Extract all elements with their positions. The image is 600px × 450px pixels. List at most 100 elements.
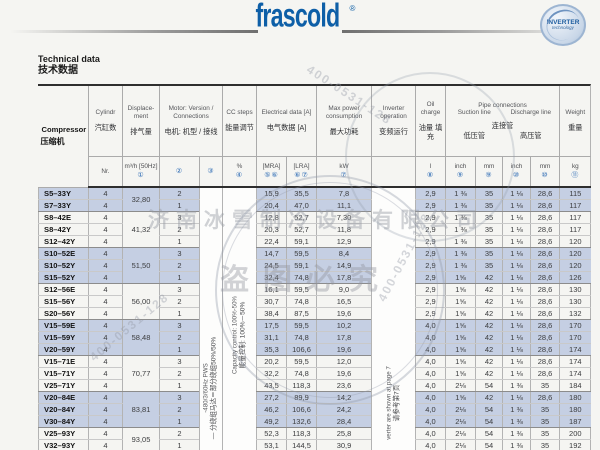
discharge-mm-cell: 28,6 (530, 247, 560, 261)
badge-title: INVERTER (546, 18, 580, 26)
motor-version-cell: 1 (159, 235, 200, 249)
cylinders-cell: 4 (88, 211, 123, 225)
discharge-mm-cell: 28,6 (530, 187, 560, 200)
cylinders-cell: 4 (88, 187, 123, 200)
table-row: S15–56Y 4 2 30,7 74,8 16,5 2,9 1⅝ 42 1 ⅛ 28,6 130 (38, 295, 591, 309)
table-row: S12–56E 4 56,00 3 16,1 59,5 9,0 2,9 1⅝ 42 1 ⅛ 28,6 1… (38, 283, 591, 321)
mra-cell: 35,3 (256, 343, 287, 357)
lra-cell: 47,0 (285, 199, 317, 213)
model-cell: S15–56Y (38, 295, 89, 309)
discharge-mm-cell: 28,6 (530, 355, 560, 369)
discharge-inch-cell: 1 ⅛ (502, 319, 531, 333)
suction-inch-cell: 1 ⅜ (445, 235, 476, 249)
unit-discharge-inch: inch ⑩ (502, 156, 531, 188)
inverter-technology-badge: INVERTER technology (540, 4, 586, 46)
lra-cell: 74,8 (285, 295, 317, 309)
lra-cell: 59,5 (285, 283, 317, 297)
model-cell: S12–56E (38, 283, 89, 297)
oil-charge-cell: 2,9 (415, 271, 446, 285)
suction-inch-cell: 1⅝ (445, 271, 476, 285)
suction-inch-cell: 1 ⅜ (445, 247, 476, 261)
discharge-mm-cell: 28,6 (530, 319, 560, 333)
max-power-cell: 7,8 (316, 187, 372, 200)
unit-cc-steps: % ④ (222, 156, 257, 188)
oil-charge-cell: 4,0 (415, 391, 446, 405)
suction-inch-cell: 1⅝ (445, 355, 476, 369)
mra-cell: 22,4 (256, 235, 287, 249)
discharge-inch-cell: 1 ⅛ (502, 307, 531, 321)
table-row: S20–56Y 4 1 38,4 87,5 19,6 2,9 1⅝ 42 1 ⅛ 28,6 132 (38, 307, 591, 321)
discharge-mm-cell: 28,6 (530, 235, 560, 249)
discharge-mm-cell: 28,6 (530, 391, 560, 405)
lra-cell: 74,8 (285, 271, 317, 285)
discharge-mm-cell: 28,6 (530, 271, 560, 285)
discharge-mm-cell: 35 (530, 439, 560, 450)
cylinders-cell: 4 (88, 199, 123, 213)
discharge-mm-cell: 35 (530, 415, 560, 429)
table-row: V20–59Y 4 1 35,3 106,6 19,6 4,0 1⅝ 42 1 ⅛ 28,6 174 (38, 343, 591, 357)
max-power-cell: 19,6 (316, 367, 372, 381)
discharge-inch-cell: 1 ⅜ (502, 439, 531, 450)
table-row: V25–71Y 4 1 43,5 118,3 23,6 4,0 2⅛ 54 1 ⅜ 35 184 (38, 379, 591, 393)
mra-cell: 30,7 (256, 295, 287, 309)
motor-version-cell: 2 (159, 403, 200, 417)
weight-cell: 192 (559, 439, 591, 450)
discharge-mm-cell: 28,6 (530, 223, 560, 237)
oil-charge-cell: 2,9 (415, 259, 446, 273)
max-power-cell: 11,8 (316, 223, 372, 237)
discharge-inch-cell: 1 ⅜ (502, 427, 531, 441)
suction-mm-cell: 42 (475, 295, 503, 309)
lra-cell: 59,1 (285, 235, 317, 249)
model-cell: S8–42Y (38, 223, 89, 237)
table-row: V15–59Y 4 2 31,1 74,8 17,8 4,0 1⅝ 42 1 ⅛ 28,6 170 (38, 331, 591, 345)
oil-charge-cell: 2,9 (415, 199, 446, 213)
discharge-inch-cell: 1 ⅛ (502, 211, 531, 225)
lra-cell: 106,6 (285, 403, 317, 417)
unit-lra: [LRA] ⑥⑦ (285, 156, 317, 188)
inverter-note-annotation: verter are shown at page 7 请参考第7页 (371, 187, 416, 450)
oil-charge-cell: 4,0 (415, 331, 446, 345)
lra-cell: 52,7 (285, 223, 317, 237)
mra-cell: 20,4 (256, 199, 287, 213)
header-motor: Motor: Version / Connections 电机: 机型 / 接线 (159, 86, 223, 157)
mra-cell: 14,7 (256, 247, 287, 261)
suction-inch-cell: 1 ⅜ (445, 199, 476, 213)
oil-charge-cell: 4,0 (415, 439, 446, 450)
motor-version-cell: 3 (159, 283, 200, 297)
suction-inch-cell: 1⅝ (445, 295, 476, 309)
table-row: S8–42E 4 41,32 3 12,8 52,7 7,30 2,9 1 ⅜ 35 1 ⅛ 28,6… (38, 211, 591, 249)
discharge-inch-cell: 1 ⅛ (502, 235, 531, 249)
discharge-mm-cell: 28,6 (530, 331, 560, 345)
motor-version-cell: 1 (159, 379, 200, 393)
oil-charge-cell: 4,0 (415, 379, 446, 393)
table-row: S8–42Y 4 2 20,3 52,7 11,8 2,9 1 ⅜ 35 1 ⅛ 28,6 117 (38, 223, 591, 237)
unit-cylinders: Nr. (88, 156, 123, 188)
suction-mm-cell: 54 (475, 415, 503, 429)
capacity-control-annotation: Capacity control: 100%-50% 能量控制: 100%－50% (222, 187, 257, 450)
suction-inch-cell: 1 ⅜ (445, 259, 476, 273)
mra-cell: 20,2 (256, 355, 287, 369)
cylinders-cell: 4 (88, 247, 123, 261)
cylinders-cell: 4 (88, 391, 123, 405)
motor-version-cell: 2 (159, 259, 200, 273)
header-oil-charge: Oil charge 油量 填充 (415, 86, 446, 157)
header-displacement: Displace- ment 排气量 (122, 86, 160, 157)
mra-cell: 16,1 (256, 283, 287, 297)
technical-data-table: Compressor 压缩机 Cylindr 汽缸数 Displace- men… (38, 84, 591, 450)
displacement-cell: 93,05 (122, 427, 160, 450)
cylinders-cell: 4 (88, 343, 123, 357)
header-max-power: Max power consumption 最大功耗 (316, 86, 372, 157)
suction-inch-cell: 2⅛ (445, 403, 476, 417)
mra-cell: 52,3 (256, 427, 287, 441)
weight-cell: 117 (559, 211, 591, 225)
weight-cell: 174 (559, 355, 591, 369)
mra-cell: 24,5 (256, 259, 287, 273)
note-motor-connections: ③ (199, 156, 223, 188)
table-row: V15–59E 4 58,48 3 17,5 59,5 10,2 4,0 1⅝ 42 1 ⅛ 28,6… (38, 319, 591, 357)
badge-subtitle: technology (552, 25, 574, 31)
max-power-cell: 7,30 (316, 211, 372, 225)
lra-cell: 59,1 (285, 259, 317, 273)
cylinders-cell: 4 (88, 355, 123, 369)
max-power-cell: 17,8 (316, 271, 372, 285)
model-cell: V20–84Y (38, 403, 89, 417)
